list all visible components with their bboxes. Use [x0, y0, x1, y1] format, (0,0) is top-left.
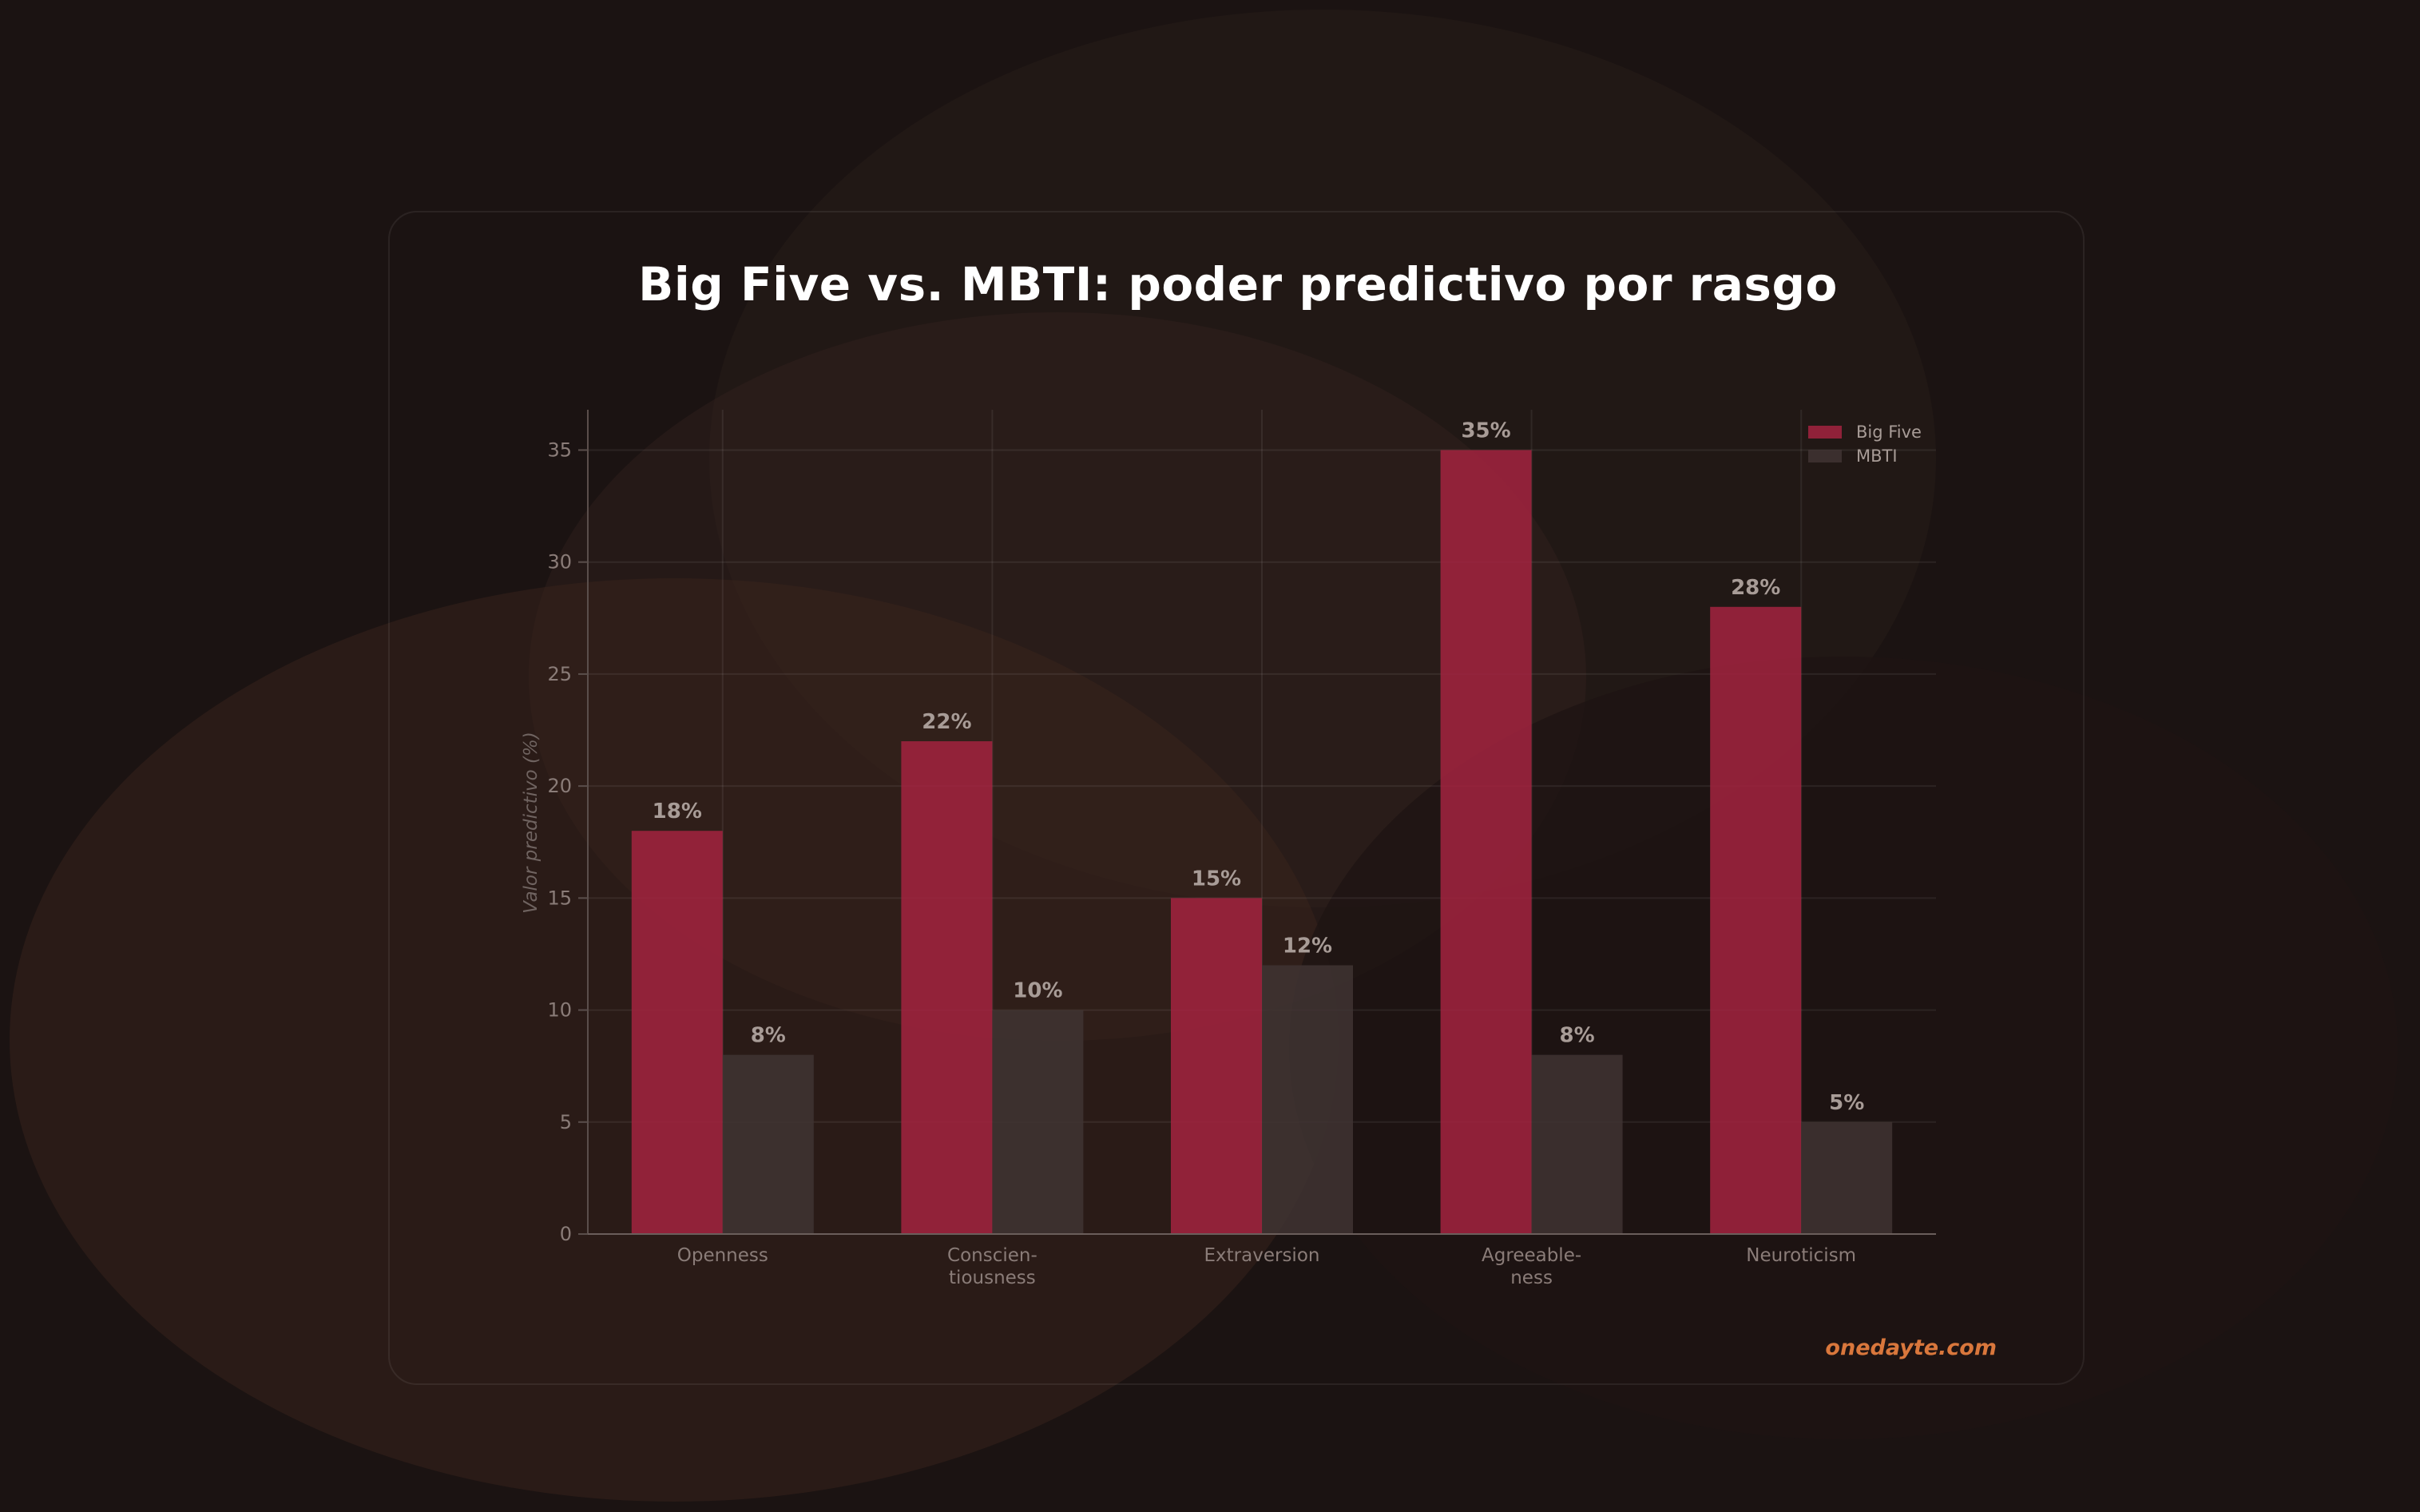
bar-big-five	[901, 741, 993, 1234]
axes	[578, 410, 1936, 1235]
x-tick-label: Openness	[677, 1245, 768, 1266]
labels: 0 5 10 15 20 25 30 35 18% 22% 15% 35% 28% 8% 10% 12% 8% 5…	[547, 419, 1864, 1288]
bar-mbti	[1262, 965, 1353, 1234]
data-label: 8%	[1560, 1024, 1595, 1048]
data-label: 15%	[1192, 867, 1241, 891]
legend: Big Five MBTI	[1808, 423, 1922, 466]
data-label: 12%	[1283, 934, 1332, 958]
y-tick-label: 25	[547, 663, 572, 685]
y-tick-label: 35	[547, 439, 572, 461]
data-label: 28%	[1731, 576, 1780, 600]
y-axis-label: Valor predictivo (%)	[521, 732, 542, 914]
legend-label-mbti: MBTI	[1856, 446, 1898, 466]
data-label: 18%	[653, 800, 702, 823]
bar-big-five	[1171, 898, 1262, 1234]
bar-big-five	[1710, 606, 1802, 1234]
y-tick-label: 0	[560, 1223, 572, 1245]
data-label: 5%	[1829, 1091, 1864, 1115]
y-tick-label: 30	[547, 551, 572, 573]
bg-glow-bottom-right	[1289, 657, 2398, 1439]
legend-swatch-mbti	[1808, 450, 1842, 462]
x-tick-label: Extraversion	[1204, 1245, 1320, 1266]
y-tick-label: 10	[547, 999, 572, 1022]
x-tick-label: Agreeable-ness	[1482, 1245, 1581, 1288]
bar-mbti	[1801, 1121, 1893, 1234]
data-label: 8%	[751, 1024, 786, 1048]
chart-title: Big Five vs. MBTI: poder predictivo por …	[638, 257, 1838, 312]
bar-mbti	[722, 1054, 814, 1234]
watermark: onedayte.com	[1825, 1335, 1997, 1360]
legend-swatch-big-five	[1808, 426, 1842, 439]
bars	[631, 450, 1893, 1234]
bar-big-five	[631, 831, 723, 1234]
legend-label-big-five: Big Five	[1856, 423, 1922, 442]
chart-card	[388, 211, 2085, 1385]
y-tick-label: 20	[547, 775, 572, 797]
y-tick-label: 5	[560, 1111, 572, 1133]
bar-mbti	[1531, 1054, 1623, 1234]
bar-big-five	[1440, 450, 1532, 1234]
data-label: 10%	[1013, 979, 1062, 1003]
data-label: 35%	[1461, 419, 1510, 442]
x-tick-label: Neuroticism	[1746, 1245, 1856, 1266]
data-label: 22%	[922, 710, 971, 734]
x-tick-label: Conscien-tiousness	[947, 1245, 1037, 1288]
y-tick-label: 15	[547, 887, 572, 909]
bar-mbti	[992, 1010, 1084, 1234]
